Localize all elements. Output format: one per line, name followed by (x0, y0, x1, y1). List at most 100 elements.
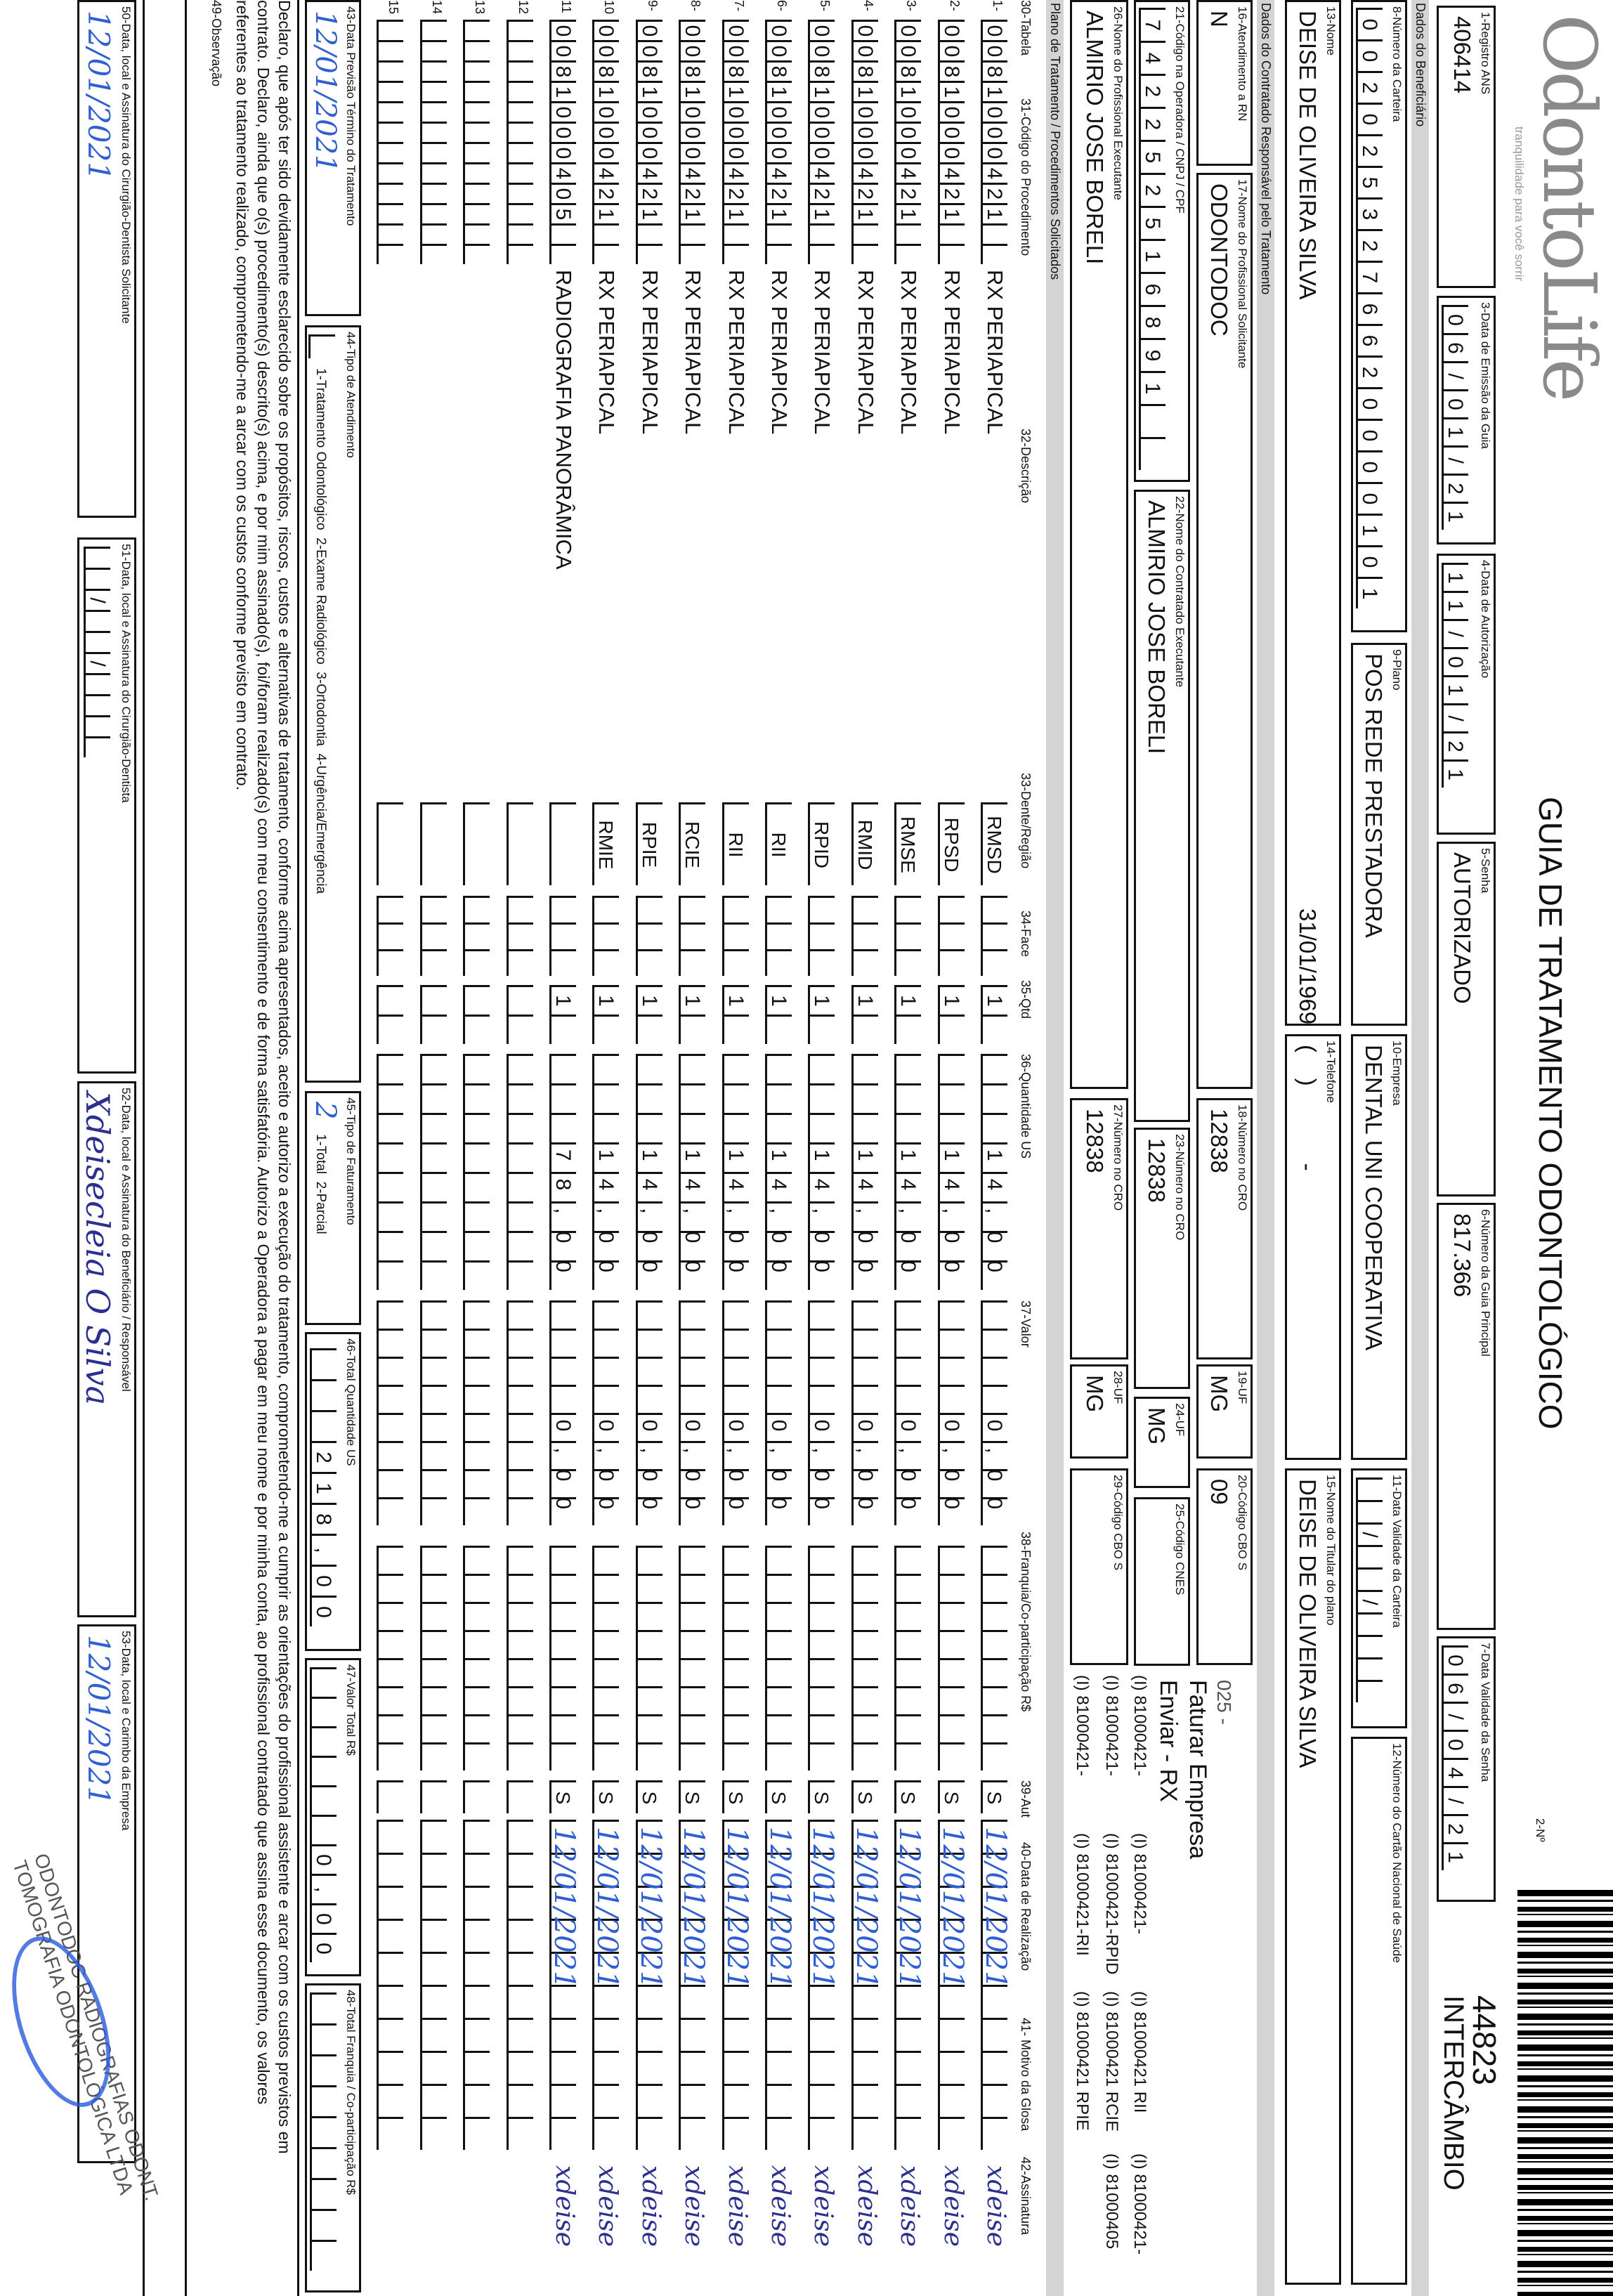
field-label: 25-Código CNES (1173, 1504, 1187, 1596)
field-label: 50-Data, local e Assinatura do Cirurgião… (119, 6, 133, 324)
field-assinatura-cirurgiao[interactable]: 51-Data, local e Assinatura do Cirurgião… (77, 537, 136, 1074)
face-cells (377, 896, 404, 976)
digit-cell: 0 (549, 122, 576, 142)
digit-cell (549, 949, 576, 976)
observacao-label[interactable]: 49-Observação (209, 0, 223, 87)
table-row[interactable]: 9- 0 0 8 1 0 0 0 4 2 1 RX PERIAPICAL RPIE 1 14,00 0,00 S… (633, 0, 667, 2296)
field-previsao-termino[interactable]: 43-Data Previsão Término do Tratamento 1… (305, 0, 361, 316)
column-header-quantidade-us: 36-Quantidade US (1019, 1054, 1033, 1159)
table-row[interactable]: 1- 0 0 8 1 0 0 0 4 2 1 RX PERIAPICAL RMSD 1 14,00 0,00 S… (978, 0, 1012, 2296)
table-row[interactable]: 11 0 0 8 1 0 0 0 4 0 5 RADIOGRAFIA PANORÂMICA 1 78,00… (547, 0, 580, 2296)
field-senha[interactable]: 5-Senha AUTORIZADO (1437, 842, 1496, 1196)
field-profissional-solicitante[interactable]: 17-Nome do Profissional Solicitante ODON… (1196, 173, 1253, 1089)
table-row[interactable]: 8- 0 0 8 1 0 0 0 4 2 1 RX PERIAPICAL RCIE 1 14,00 0,00 S… (676, 0, 710, 2296)
field-validade-senha[interactable]: 7-Data Validade da Senha 0 6/0 4/2 1 (1437, 1636, 1496, 1902)
digit-cell: / (1442, 703, 1468, 731)
table-row[interactable]: 7- 0 0 8 1 0 0 0 4 2 1 RX PERIAPICAL RII 1 14,00 0,00 S 1… (719, 0, 753, 2296)
digit-cell: 0 (549, 20, 576, 40)
field-empresa[interactable]: 10-Empresa DENTAL UNI COOPERATIVA (1351, 1034, 1407, 1460)
table-row[interactable]: 14 (417, 0, 448, 2296)
digit-cell (808, 223, 835, 244)
table-row[interactable]: 15 (374, 0, 405, 2296)
field-total-franquia[interactable]: 48-Total Franquia / Co-participação R$ (305, 1983, 361, 2292)
field-tipo-atendimento[interactable]: 44-Tipo de Atendimento 1-Tratamento Odon… (305, 325, 361, 1083)
digit-cell (506, 2051, 533, 2084)
field-value: ODONTODOC (1206, 183, 1232, 337)
table-row[interactable]: 12 (504, 0, 535, 2296)
field-uf-solicitante[interactable]: 19-UF MG (1196, 1364, 1253, 1459)
digit-cell: 1 (1442, 1842, 1468, 1870)
field-cro-contratado[interactable]: 23-Número no CRO 12838 (1134, 1128, 1190, 1389)
digit-cell (463, 1853, 490, 1886)
digit-cell (377, 1886, 404, 1919)
digit-cell (679, 896, 706, 922)
field-validade-carteira[interactable]: 11-Data Validade da Carteira / / (1351, 1468, 1407, 1728)
field-telefone[interactable]: 14-Telefone ( ) - (1285, 1034, 1341, 1460)
field-uf-executante[interactable]: 28-UF MG (1070, 1364, 1128, 1459)
field-value: DEISE DE OLIVEIRA SILVA (1295, 1479, 1321, 1768)
digit-cell (549, 2051, 576, 2084)
digit-cell (937, 1714, 965, 1742)
field-profissional-executante[interactable]: 26-Nome do Profissional Executante ALMIR… (1070, 0, 1128, 1089)
digit-cell: RMSE (894, 802, 922, 885)
digit-cell: 4 (592, 162, 620, 183)
field-guia-principal[interactable]: 6-Número da Guia Principal 817.366 (1437, 1203, 1496, 1630)
field-uf-contratado[interactable]: 24-UF MG (1134, 1397, 1190, 1488)
field-data-autorizacao[interactable]: 4-Data de Autorização 1 1/0 1/2 1 (1437, 554, 1496, 835)
table-row[interactable]: 6- 0 0 8 1 0 0 0 4 2 1 RX PERIAPICAL RII 1 14,00 0,00 S 1… (762, 0, 796, 2296)
field-assinatura-solicitante[interactable]: 50-Data, local e Assinatura do Cirurgião… (77, 0, 136, 518)
field-plano[interactable]: 9-Plano POS REDE PRESTADORA (1351, 643, 1407, 1026)
field-registro-ans[interactable]: 1-Registro ANS 406414 (1437, 6, 1496, 288)
field-cro-executante[interactable]: 27-Número no CRO 12838 (1070, 1098, 1128, 1359)
field-contratado-executante[interactable]: 22-Nome do Contratado Executante ALMIRIO… (1134, 490, 1190, 1122)
digit-cell (377, 2117, 404, 2150)
digit-cell: 1 (1442, 502, 1468, 530)
table-row[interactable]: 4- 0 0 8 1 0 0 0 4 2 1 RX PERIAPICAL RMID 1 14,00 0,00 S… (849, 0, 882, 2296)
field-assinatura-beneficiario[interactable]: 52-Data, local e Assinatura do Beneficiá… (77, 1081, 136, 1617)
digit-cell (894, 1630, 922, 1658)
logo-text: OdontoLife (1527, 14, 1612, 400)
field-label: 48-Total Franquia / Co-participação R$ (344, 1990, 358, 2195)
field-label: 21-Código na Operadora / CNPJ / CPF (1173, 6, 1187, 214)
table-row[interactable]: 10 0 0 8 1 0 0 0 4 2 1 RX PERIAPICAL RMIE 1 14,00 0,00 S… (589, 0, 623, 2296)
field-cnes[interactable]: 25-Código CNES (1134, 1497, 1190, 1666)
digit-cell (981, 1602, 1007, 1630)
digit-cell: 0 (635, 122, 662, 142)
digit-cell (721, 1658, 749, 1686)
field-cro-solicitante[interactable]: 18-Número no CRO 12838 (1196, 1098, 1253, 1359)
field-titular-plano[interactable]: 15-Nome do Titular do plano DEISE DE OLI… (1285, 1468, 1341, 2285)
digit-cell (765, 2018, 792, 2051)
digit-cell (310, 1379, 337, 1410)
column-header-franquia: 38-Franquia/Co-participação R$ (1019, 1532, 1033, 1712)
digit-cell (549, 1742, 576, 1770)
table-row[interactable]: 3- 0 0 8 1 0 0 0 4 2 1 RX PERIAPICAL RMSE 1 14,00 0,00 S… (892, 0, 925, 2296)
field-cartao-nacional-saude[interactable]: 12-Número do Cartão Nacional de Saúde (1351, 1737, 1407, 2285)
digit-cell (721, 949, 749, 976)
field-cbo-executante[interactable]: 29-Código CBO S (1070, 1468, 1128, 1665)
field-atendimento-rn[interactable]: 16-Atendimento a RN N (1196, 0, 1253, 166)
table-row[interactable]: 2- 0 0 8 1 0 0 0 4 2 1 RX PERIAPICAL RPSD 1 14,00 0,00 S… (935, 0, 969, 2296)
note-line: 025 - (1213, 1680, 1235, 1725)
table-row[interactable]: 5- 0 0 8 1 0 0 0 4 2 1 RX PERIAPICAL RPID 1 14,00 0,00 S… (805, 0, 839, 2296)
field-nome[interactable]: 13-Nome DEISE DE OLIVEIRA SILVA 31/01/19… (1285, 0, 1341, 1026)
digit-cell (463, 2084, 490, 2117)
digit-cell (679, 1546, 706, 1574)
digit-cell (808, 1742, 835, 1770)
table-row[interactable]: 13 (460, 0, 491, 2296)
data-realizacao: 12/01/2021 (936, 1827, 969, 1989)
regiao-cell: RMSD (981, 802, 1007, 885)
field-data-emissao[interactable]: 3-Data de Emissão da Guia 0 6/0 1/2 1 (1437, 296, 1496, 544)
digit-cell (419, 40, 447, 60)
field-cbo-solicitante[interactable]: 20-Código CBO S 09 (1196, 1468, 1253, 1665)
digit-cell (310, 1348, 337, 1379)
aut-cell: S (894, 1780, 922, 1813)
field-tipo-faturamento[interactable]: 45-Tipo de Faturamento 2 1-Total 2-Parci… (305, 1091, 361, 1325)
field-label: 43-Data Previsão Término do Tratamento (344, 6, 358, 226)
